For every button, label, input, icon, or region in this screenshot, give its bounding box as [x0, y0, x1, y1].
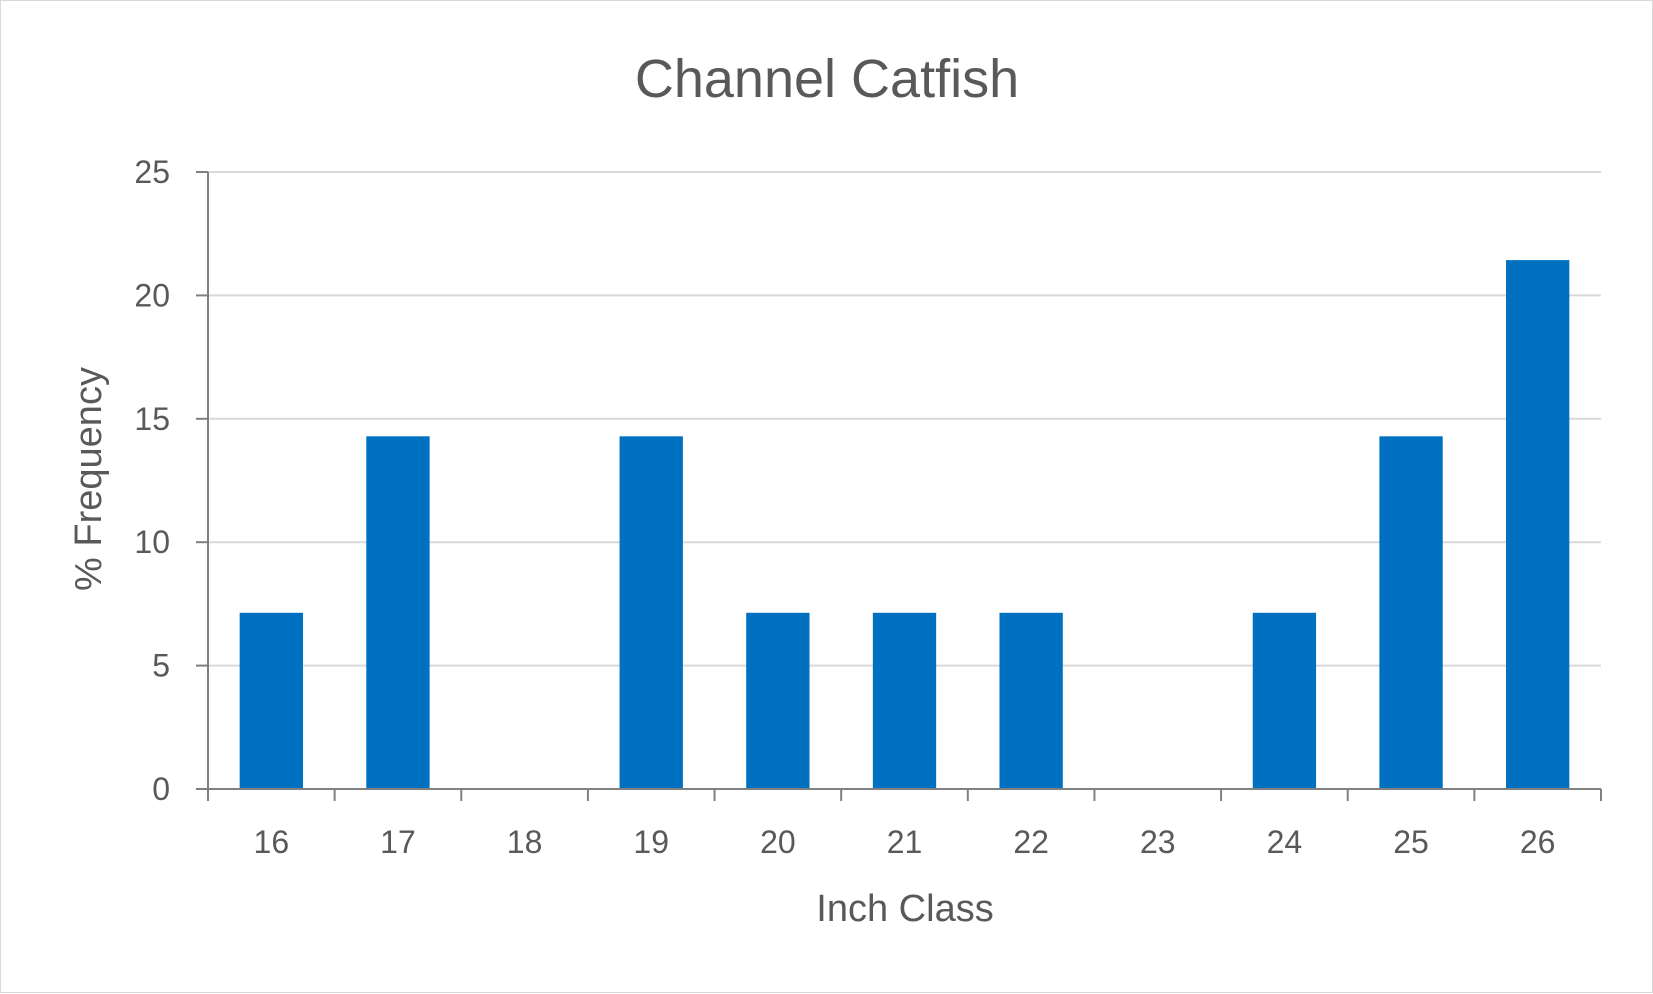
y-tick-label: 5 — [152, 648, 170, 684]
chart-title: Channel Catfish — [635, 49, 1019, 109]
bar-24 — [1252, 612, 1317, 789]
y-tick-label: 15 — [134, 401, 170, 437]
bars — [239, 260, 1570, 789]
x-axis-title: Inch Class — [816, 888, 993, 930]
y-tick-label: 10 — [134, 524, 170, 560]
x-tick-label: 18 — [507, 824, 543, 860]
y-tick-label: 25 — [134, 154, 170, 190]
gridlines — [208, 171, 1601, 667]
x-tick-label: 21 — [887, 824, 923, 860]
bar-17 — [366, 436, 430, 789]
x-tick-label: 17 — [380, 824, 416, 860]
bar-16 — [239, 612, 303, 789]
bar-25 — [1379, 436, 1443, 789]
y-tick-label: 20 — [134, 277, 170, 313]
bar-19 — [619, 436, 683, 789]
x-axis — [207, 788, 1602, 801]
x-tick-label: 19 — [633, 824, 669, 860]
x-tick-label: 16 — [254, 824, 290, 860]
x-tick-label: 23 — [1140, 824, 1176, 860]
x-tick-label: 22 — [1013, 824, 1049, 860]
x-tick-label: 24 — [1267, 824, 1303, 860]
bar-22 — [999, 612, 1063, 789]
x-tick-labels: 16 17 18 19 20 21 22 23 24 25 26 — [254, 824, 1556, 860]
bar-21 — [872, 612, 937, 789]
y-tick-label: 0 — [152, 771, 170, 807]
x-tick-label: 26 — [1520, 824, 1556, 860]
y-axis-title: % Frequency — [68, 367, 110, 591]
x-tick-label: 20 — [760, 824, 796, 860]
bar-26 — [1506, 260, 1570, 789]
bar-20 — [746, 612, 810, 789]
x-tick-label: 25 — [1393, 824, 1429, 860]
y-tick-labels: 0 5 10 15 20 25 — [134, 154, 208, 807]
